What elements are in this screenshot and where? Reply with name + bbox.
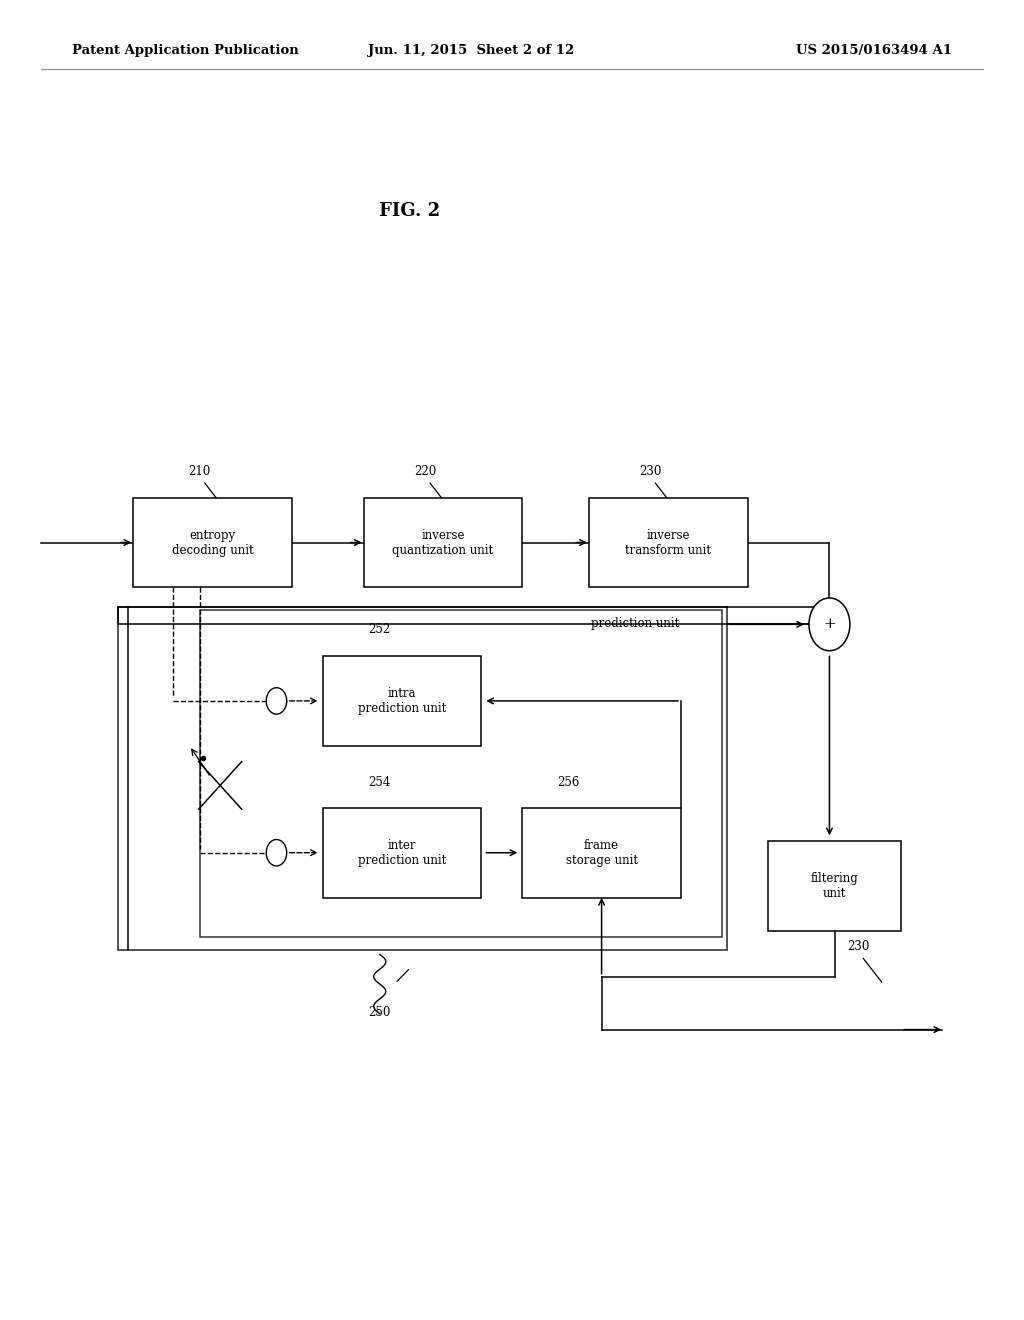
Text: 230: 230: [847, 940, 869, 953]
Text: intra
prediction unit: intra prediction unit: [357, 686, 446, 715]
FancyBboxPatch shape: [522, 808, 681, 898]
Text: Patent Application Publication: Patent Application Publication: [72, 44, 298, 57]
FancyBboxPatch shape: [768, 841, 901, 931]
Circle shape: [809, 598, 850, 651]
Text: frame
storage unit: frame storage unit: [565, 838, 638, 867]
Text: US 2015/0163494 A1: US 2015/0163494 A1: [797, 44, 952, 57]
Text: inverse
quantization unit: inverse quantization unit: [392, 528, 494, 557]
Text: 220: 220: [414, 465, 436, 478]
Text: 210: 210: [188, 465, 211, 478]
Text: 254: 254: [368, 776, 390, 789]
Text: prediction unit: prediction unit: [591, 616, 679, 630]
Text: filtering
unit: filtering unit: [811, 871, 858, 900]
FancyBboxPatch shape: [323, 808, 481, 898]
Text: +: +: [823, 618, 836, 631]
Circle shape: [266, 688, 287, 714]
FancyBboxPatch shape: [133, 498, 292, 587]
Text: inter
prediction unit: inter prediction unit: [357, 838, 446, 867]
FancyBboxPatch shape: [118, 607, 727, 950]
Text: inverse
transform unit: inverse transform unit: [626, 528, 711, 557]
FancyBboxPatch shape: [364, 498, 522, 587]
Text: 252: 252: [368, 623, 390, 636]
Text: FIG. 2: FIG. 2: [379, 202, 440, 220]
Text: entropy
decoding unit: entropy decoding unit: [172, 528, 253, 557]
FancyBboxPatch shape: [323, 656, 481, 746]
FancyBboxPatch shape: [200, 610, 722, 937]
Text: 250: 250: [368, 1006, 390, 1019]
Text: 256: 256: [557, 776, 580, 789]
Circle shape: [266, 840, 287, 866]
Text: Jun. 11, 2015  Sheet 2 of 12: Jun. 11, 2015 Sheet 2 of 12: [368, 44, 574, 57]
Text: 230: 230: [639, 465, 662, 478]
FancyBboxPatch shape: [589, 498, 748, 587]
